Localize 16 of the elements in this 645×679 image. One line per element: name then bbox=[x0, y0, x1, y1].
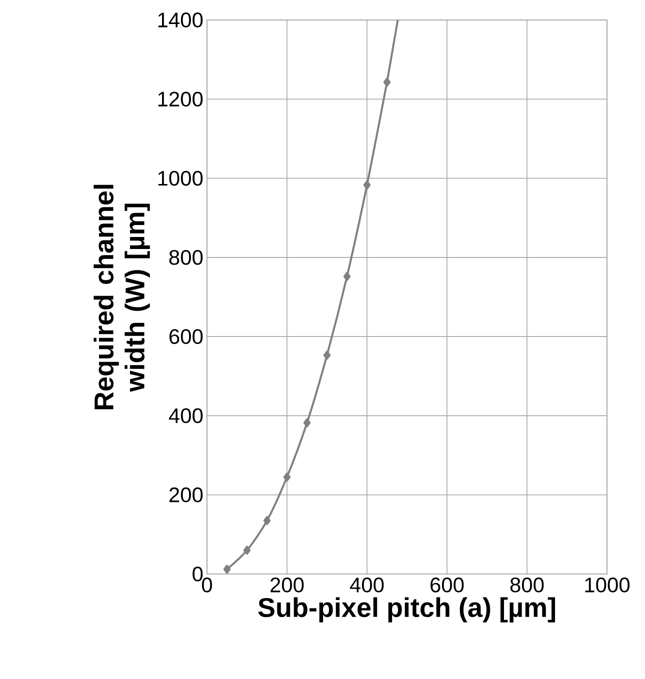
x-tick-label: 200 bbox=[270, 578, 304, 592]
y-tick-label: 800 bbox=[169, 250, 203, 265]
x-tick-label: 600 bbox=[430, 578, 464, 592]
y-tick-label: 200 bbox=[169, 487, 203, 502]
y-tick-label: 0 bbox=[192, 566, 203, 582]
x-tick-label: 400 bbox=[350, 578, 384, 592]
y-tick-label: 1200 bbox=[158, 92, 203, 107]
y-tick-label: 600 bbox=[169, 329, 203, 344]
y-tick-label: 400 bbox=[168, 408, 203, 424]
y-tick-label: 1400 bbox=[158, 12, 203, 28]
y-axis-title: Required channel width (W) [µm] bbox=[94, 184, 150, 410]
x-tick-label: 800 bbox=[510, 578, 544, 592]
y-tick-label: 1000 bbox=[158, 170, 203, 186]
x-tick-label: 0 bbox=[202, 578, 212, 592]
x-tick-label: 1000 bbox=[585, 578, 630, 592]
x-axis-title: Sub-pixel pitch (a) [µm] bbox=[258, 597, 556, 622]
